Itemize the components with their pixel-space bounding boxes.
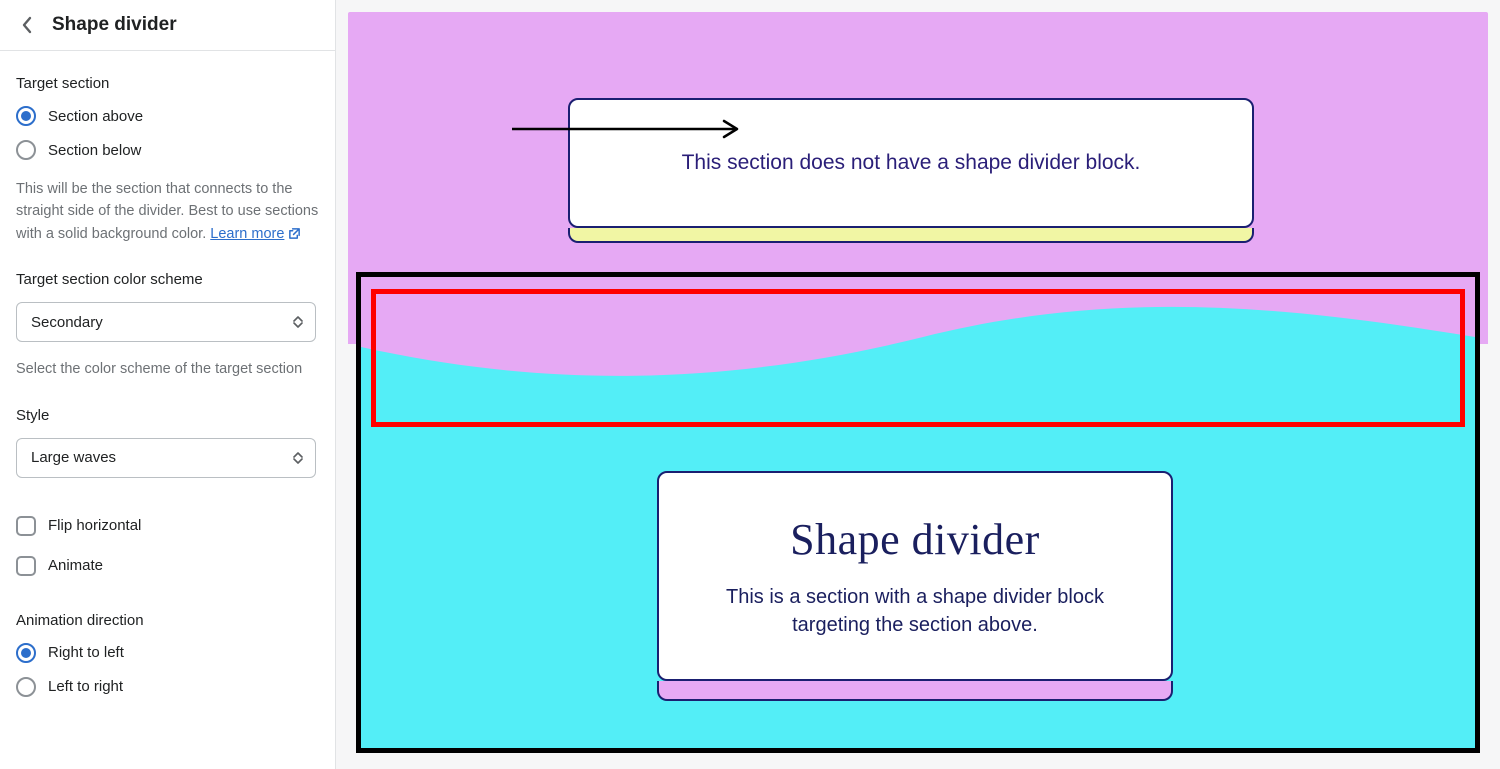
card-top-text: This section does not have a shape divid… (682, 151, 1141, 175)
sidebar-body: Target section Section above Section bel… (0, 51, 335, 725)
checkbox-label: Animate (48, 557, 103, 574)
learn-more-text: Learn more (210, 226, 284, 242)
color-scheme-select[interactable]: Secondary (16, 302, 316, 342)
chevron-left-icon (21, 16, 33, 34)
section-below-preview: Shape divider This is a section with a s… (356, 272, 1480, 753)
sidebar-header: Shape divider (0, 0, 335, 51)
flip-horizontal-checkbox[interactable]: Flip horizontal (16, 516, 319, 536)
card-bottom-body: This is a section with a shape divider b… (687, 583, 1143, 639)
app-root: Shape divider Target section Section abo… (0, 0, 1500, 769)
animate-checkbox[interactable]: Animate (16, 556, 319, 576)
preview-canvas: This section does not have a shape divid… (336, 0, 1500, 769)
select-value: Large waves (16, 438, 316, 478)
radio-label: Section above (48, 108, 143, 125)
style-select[interactable]: Large waves (16, 438, 316, 478)
radio-label: Left to right (48, 678, 123, 695)
card-bottom: Shape divider This is a section with a s… (657, 471, 1173, 681)
checkbox-icon (16, 556, 36, 576)
card-bottom-title: Shape divider (790, 514, 1040, 565)
color-scheme-help: Select the color scheme of the target se… (16, 358, 319, 380)
radio-label: Right to left (48, 644, 124, 661)
card-bottom-accent (657, 681, 1173, 701)
radio-section-below[interactable]: Section below (16, 140, 319, 160)
preview: This section does not have a shape divid… (348, 12, 1488, 757)
card-top-accent (568, 228, 1254, 243)
sidebar-title: Shape divider (52, 14, 177, 36)
radio-icon (16, 677, 36, 697)
radio-icon (16, 643, 36, 663)
style-label: Style (16, 407, 319, 424)
checkbox-icon (16, 516, 36, 536)
radio-section-above[interactable]: Section above (16, 106, 319, 126)
shape-divider-highlight (371, 289, 1465, 427)
animation-direction-label: Animation direction (16, 612, 319, 629)
back-button[interactable] (16, 14, 38, 36)
external-link-icon (288, 227, 301, 240)
checkbox-label: Flip horizontal (48, 517, 141, 534)
card-top: This section does not have a shape divid… (568, 98, 1254, 228)
target-section-label: Target section (16, 75, 319, 92)
radio-left-to-right[interactable]: Left to right (16, 677, 319, 697)
radio-icon (16, 106, 36, 126)
learn-more-link[interactable]: Learn more (210, 226, 301, 242)
color-scheme-label: Target section color scheme (16, 271, 319, 288)
select-value: Secondary (16, 302, 316, 342)
radio-label: Section below (48, 142, 141, 159)
radio-icon (16, 140, 36, 160)
radio-right-to-left[interactable]: Right to left (16, 643, 319, 663)
settings-sidebar: Shape divider Target section Section abo… (0, 0, 336, 769)
target-section-help: This will be the section that connects t… (16, 178, 319, 245)
